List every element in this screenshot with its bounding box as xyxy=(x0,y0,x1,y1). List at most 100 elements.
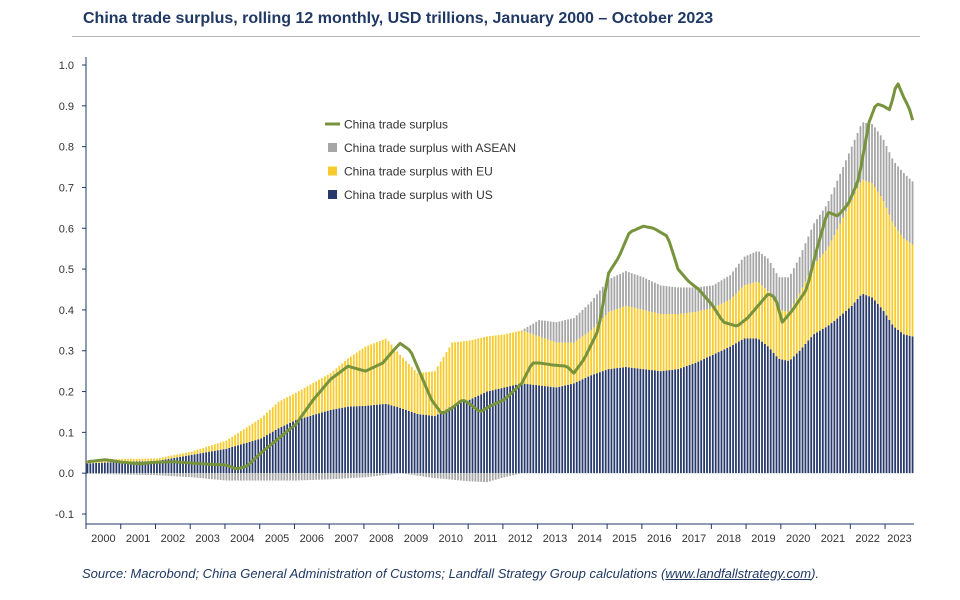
bar-asean xyxy=(280,473,283,481)
x-tick-label: 2015 xyxy=(612,533,636,545)
bar-eu xyxy=(242,429,245,444)
bar-eu xyxy=(824,250,827,328)
bar-eu xyxy=(842,217,844,314)
bar-us xyxy=(315,414,318,474)
bar-us xyxy=(402,408,404,474)
bar-eu xyxy=(769,295,772,350)
bar-asean xyxy=(381,473,384,476)
bar-asean xyxy=(868,123,871,183)
bar-us xyxy=(737,341,740,474)
bar-us xyxy=(653,370,656,474)
bar-asean xyxy=(561,320,564,343)
bar-us xyxy=(445,409,448,474)
bar-us xyxy=(231,446,234,474)
bar-eu xyxy=(813,264,816,335)
bar-asean xyxy=(900,169,902,235)
bar-us xyxy=(862,294,865,474)
bar-eu xyxy=(364,346,367,406)
bar-eu xyxy=(318,379,320,414)
bar-eu xyxy=(124,458,126,462)
bar-asean xyxy=(824,206,827,251)
bar-asean xyxy=(558,321,561,343)
bar-eu xyxy=(286,397,289,425)
bar-us xyxy=(723,349,726,474)
bar-eu xyxy=(746,284,749,339)
bar-eu xyxy=(460,341,462,403)
source-link[interactable]: www.landfallstrategy.com xyxy=(665,566,812,581)
bar-eu xyxy=(897,230,899,330)
bar-us xyxy=(176,457,179,474)
bar-asean xyxy=(567,319,569,343)
bar-asean xyxy=(468,473,471,482)
bar-us xyxy=(413,412,416,474)
bar-us xyxy=(610,368,613,474)
bar-us xyxy=(442,410,445,474)
bar-asean xyxy=(506,473,509,477)
bar-us xyxy=(847,308,850,474)
bar-us xyxy=(95,462,98,474)
bar-asean xyxy=(546,321,549,340)
bar-eu xyxy=(303,387,306,418)
bar-eu xyxy=(448,347,451,408)
bar-us xyxy=(871,297,873,474)
bar-eu xyxy=(494,335,497,390)
bar-us xyxy=(766,346,769,474)
bar-asean xyxy=(619,273,622,308)
bar-asean xyxy=(266,473,268,481)
bar-asean xyxy=(86,473,89,474)
bar-eu xyxy=(570,342,572,385)
bar-asean xyxy=(179,473,181,477)
bar-asean xyxy=(358,473,361,478)
bar-eu xyxy=(743,285,746,339)
bar-eu xyxy=(378,340,381,405)
bar-asean xyxy=(755,251,758,282)
bar-us xyxy=(590,375,593,474)
bar-asean xyxy=(853,139,856,195)
bar-us xyxy=(358,406,361,474)
bar-us xyxy=(384,403,387,474)
bar-us xyxy=(433,416,436,474)
bar-us xyxy=(746,338,749,474)
bar-asean xyxy=(555,322,558,343)
bar-eu xyxy=(393,348,396,407)
bar-eu xyxy=(294,392,297,421)
bar-asean xyxy=(167,473,170,476)
bar-us xyxy=(743,338,746,474)
bar-us xyxy=(364,405,367,474)
bar-us xyxy=(749,338,752,474)
bar-eu xyxy=(656,313,659,371)
legend-swatch-box xyxy=(328,166,337,176)
bar-asean xyxy=(700,286,703,311)
bar-asean xyxy=(321,473,323,480)
bar-eu xyxy=(792,303,795,357)
bar-eu xyxy=(300,389,303,419)
bar-eu xyxy=(228,438,231,448)
bar-us xyxy=(497,388,500,474)
x-tick-label: 2011 xyxy=(474,533,498,545)
bar-us xyxy=(874,300,876,474)
bar-asean xyxy=(749,254,752,284)
bar-eu xyxy=(182,453,184,457)
bar-eu xyxy=(891,221,894,325)
x-tick-label: 2002 xyxy=(161,533,185,545)
x-tick-label: 2007 xyxy=(334,533,358,545)
bar-us xyxy=(622,367,624,474)
bar-eu xyxy=(830,240,833,324)
bar-us xyxy=(141,461,144,474)
bar-asean xyxy=(329,473,332,480)
bar-asean xyxy=(413,473,416,476)
bar-us xyxy=(329,409,332,474)
y-tick-label: 0.6 xyxy=(59,223,74,235)
bar-us xyxy=(422,414,425,474)
bar-eu xyxy=(882,201,885,311)
bar-asean xyxy=(332,473,335,480)
bar-us xyxy=(845,310,847,474)
bar-asean xyxy=(677,287,679,314)
bar-eu xyxy=(520,330,523,384)
bar-asean xyxy=(480,473,483,482)
bar-us xyxy=(714,353,717,474)
source-note: Source: Macrobond; China General Adminis… xyxy=(82,566,819,581)
bar-asean xyxy=(297,473,300,481)
bar-us xyxy=(636,368,639,474)
bar-eu xyxy=(199,448,202,454)
